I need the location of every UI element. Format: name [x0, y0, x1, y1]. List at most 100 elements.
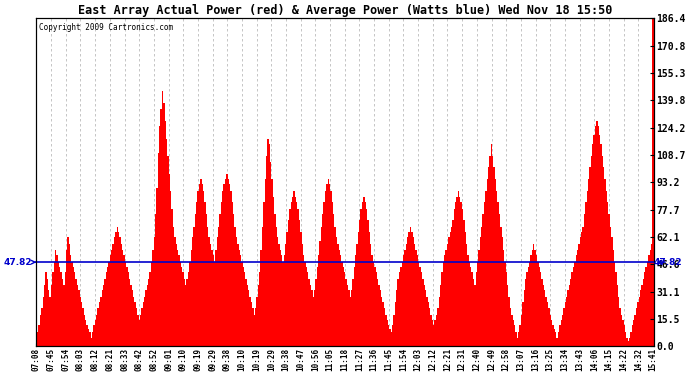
Bar — [208, 237, 210, 346]
Bar — [232, 202, 233, 346]
Bar — [37, 332, 39, 346]
Bar — [577, 249, 578, 346]
Bar — [124, 255, 125, 346]
Bar — [125, 262, 126, 346]
Bar — [629, 338, 631, 346]
Bar — [481, 226, 482, 346]
Bar — [296, 202, 297, 346]
Bar — [246, 279, 247, 346]
Bar — [417, 255, 418, 346]
Bar — [197, 192, 199, 346]
Bar — [178, 255, 179, 346]
Bar — [393, 315, 395, 346]
Bar — [545, 297, 546, 346]
Bar — [391, 332, 392, 346]
Bar — [195, 214, 196, 346]
Bar — [344, 272, 346, 346]
Bar — [374, 267, 375, 346]
Bar — [40, 315, 41, 346]
Bar — [552, 325, 553, 346]
Bar — [92, 332, 93, 346]
Bar — [152, 249, 154, 346]
Bar — [652, 19, 653, 346]
Bar — [147, 285, 148, 346]
Bar — [132, 290, 133, 346]
Bar — [420, 267, 421, 346]
Bar — [578, 244, 580, 346]
Bar — [255, 308, 257, 347]
Bar — [39, 325, 40, 346]
Bar — [264, 179, 266, 346]
Bar — [436, 315, 437, 346]
Bar — [378, 285, 380, 346]
Text: Copyright 2009 Cartronics.com: Copyright 2009 Cartronics.com — [39, 23, 173, 32]
Bar — [497, 202, 499, 346]
Bar — [342, 262, 343, 346]
Bar — [164, 121, 166, 346]
Bar — [627, 338, 628, 346]
Bar — [54, 262, 55, 346]
Bar — [535, 249, 536, 346]
Bar — [520, 325, 521, 346]
Bar — [424, 285, 425, 346]
Bar — [106, 272, 107, 346]
Bar — [477, 262, 478, 346]
Bar — [210, 244, 211, 346]
Bar — [428, 302, 429, 346]
Bar — [371, 255, 373, 346]
Bar — [544, 290, 545, 346]
Bar — [633, 320, 635, 346]
Bar — [618, 297, 620, 346]
Bar — [538, 262, 539, 346]
Bar — [135, 302, 136, 346]
Bar — [59, 267, 61, 346]
Bar — [548, 308, 549, 347]
Bar — [595, 126, 596, 346]
Bar — [609, 214, 610, 346]
Bar — [284, 255, 285, 346]
Text: 47.82: 47.82 — [3, 258, 35, 267]
Bar — [556, 338, 558, 346]
Bar — [262, 226, 263, 346]
Bar — [168, 174, 170, 346]
Bar — [247, 285, 248, 346]
Bar — [299, 220, 300, 346]
Bar — [360, 209, 362, 346]
Bar — [644, 272, 645, 346]
Bar — [418, 262, 420, 346]
Bar — [275, 226, 277, 346]
Bar — [529, 262, 531, 346]
Bar — [193, 226, 195, 346]
Bar — [46, 272, 47, 346]
Bar — [636, 308, 638, 347]
Bar — [532, 249, 533, 346]
Bar — [162, 91, 163, 346]
Bar — [311, 290, 313, 346]
Bar — [610, 226, 611, 346]
Bar — [108, 262, 110, 346]
Bar — [71, 262, 72, 346]
Bar — [521, 315, 522, 346]
Bar — [620, 308, 621, 347]
Bar — [207, 226, 208, 346]
Bar — [543, 285, 544, 346]
Bar — [295, 197, 296, 346]
Bar — [574, 262, 575, 346]
Bar — [356, 244, 357, 346]
Bar — [189, 262, 190, 346]
Bar — [632, 325, 633, 346]
Bar — [122, 249, 124, 346]
Bar — [631, 332, 632, 346]
Bar — [647, 262, 648, 346]
Bar — [640, 290, 641, 346]
Bar — [607, 202, 609, 346]
Bar — [375, 272, 377, 346]
Bar — [182, 272, 184, 346]
Bar — [564, 302, 566, 346]
Bar — [455, 202, 456, 346]
Bar — [603, 167, 604, 346]
Bar — [604, 179, 606, 346]
Bar — [549, 315, 551, 346]
Bar — [215, 249, 217, 346]
Bar — [253, 308, 254, 347]
